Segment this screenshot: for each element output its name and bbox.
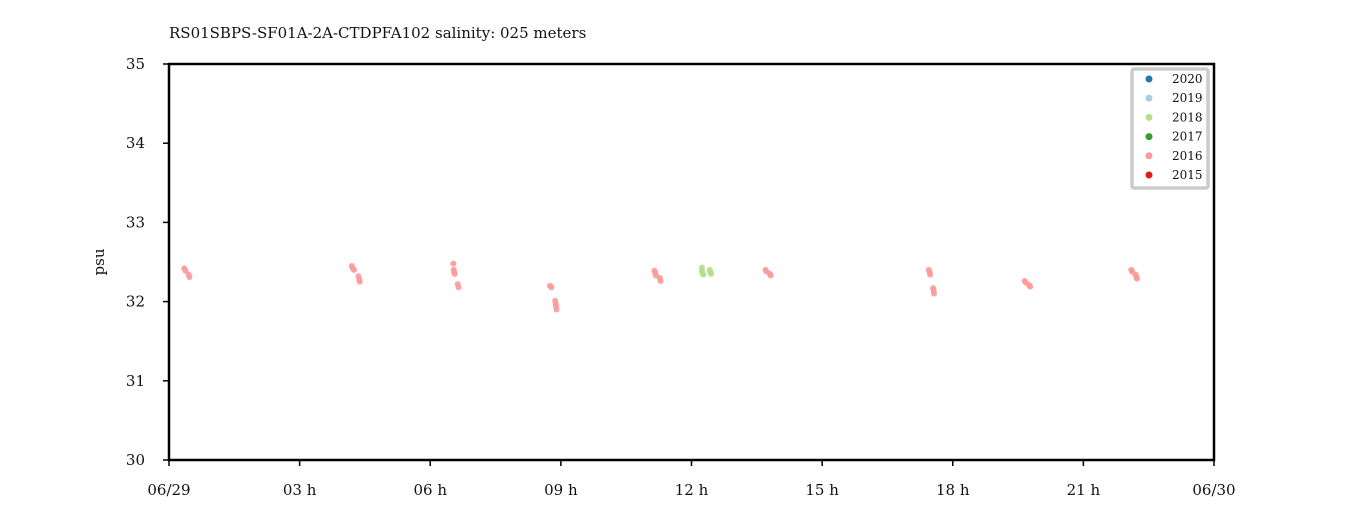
legend-label: 2019 xyxy=(1172,91,1203,105)
data-point-2016 xyxy=(548,284,555,291)
x-axis: 06/29 03 h 06 h 09 h 12 h 15 h 18 h 21 h 06/30 xyxy=(147,460,1236,499)
data-point-2016 xyxy=(1133,275,1140,282)
data-point-2016 xyxy=(553,306,560,313)
x-tick-label: 06 h xyxy=(413,481,447,499)
x-tick-label: 03 h xyxy=(283,481,317,499)
legend-marker-2020 xyxy=(1145,75,1153,83)
x-tick-label: 15 h xyxy=(805,481,839,499)
data-point-2018 xyxy=(708,270,715,277)
y-axis: 30 31 32 33 34 35 xyxy=(126,55,169,469)
data-point-2016 xyxy=(450,260,457,267)
data-point-2016 xyxy=(351,266,358,273)
data-point-2016 xyxy=(657,278,664,285)
y-tick-label: 35 xyxy=(126,55,145,73)
legend-label: 2017 xyxy=(1172,130,1203,144)
x-tick-label: 06/29 xyxy=(147,481,190,499)
plot-frame xyxy=(167,62,1216,462)
data-points xyxy=(181,260,1140,313)
data-point-2016 xyxy=(767,272,774,279)
legend-marker-2018 xyxy=(1145,113,1153,121)
x-tick-label: 21 h xyxy=(1067,481,1101,499)
data-point-2016 xyxy=(1027,283,1034,290)
data-point-2016 xyxy=(451,270,458,277)
legend: 2020 2019 2018 2017 2016 2015 xyxy=(1130,67,1210,190)
legend-marker-2017 xyxy=(1145,133,1153,141)
legend-label: 2018 xyxy=(1172,110,1203,124)
data-point-2016 xyxy=(931,290,938,297)
legend-label: 2016 xyxy=(1172,149,1203,163)
y-tick-label: 32 xyxy=(126,293,145,311)
data-point-2016 xyxy=(455,284,462,291)
data-point-2018 xyxy=(700,271,707,278)
data-point-2016 xyxy=(927,271,934,278)
legend-label: 2015 xyxy=(1172,168,1203,182)
y-axis-label: psu xyxy=(90,248,108,275)
x-tick-label: 12 h xyxy=(675,481,709,499)
x-tick-label: 09 h xyxy=(544,481,578,499)
chart-title: RS01SBPS-SF01A-2A-CTDPFA102 salinity: 02… xyxy=(169,24,586,42)
y-tick-label: 30 xyxy=(126,451,145,469)
y-tick-label: 33 xyxy=(126,213,145,231)
y-tick-label: 31 xyxy=(126,372,145,390)
legend-label: 2020 xyxy=(1172,72,1203,86)
data-point-2016 xyxy=(186,274,193,281)
x-tick-label: 06/30 xyxy=(1192,481,1235,499)
legend-marker-2016 xyxy=(1145,152,1153,160)
legend-marker-2015 xyxy=(1145,171,1153,179)
x-tick-label: 18 h xyxy=(936,481,970,499)
legend-marker-2019 xyxy=(1145,94,1153,102)
data-point-2016 xyxy=(356,278,363,285)
y-tick-label: 34 xyxy=(126,134,145,152)
